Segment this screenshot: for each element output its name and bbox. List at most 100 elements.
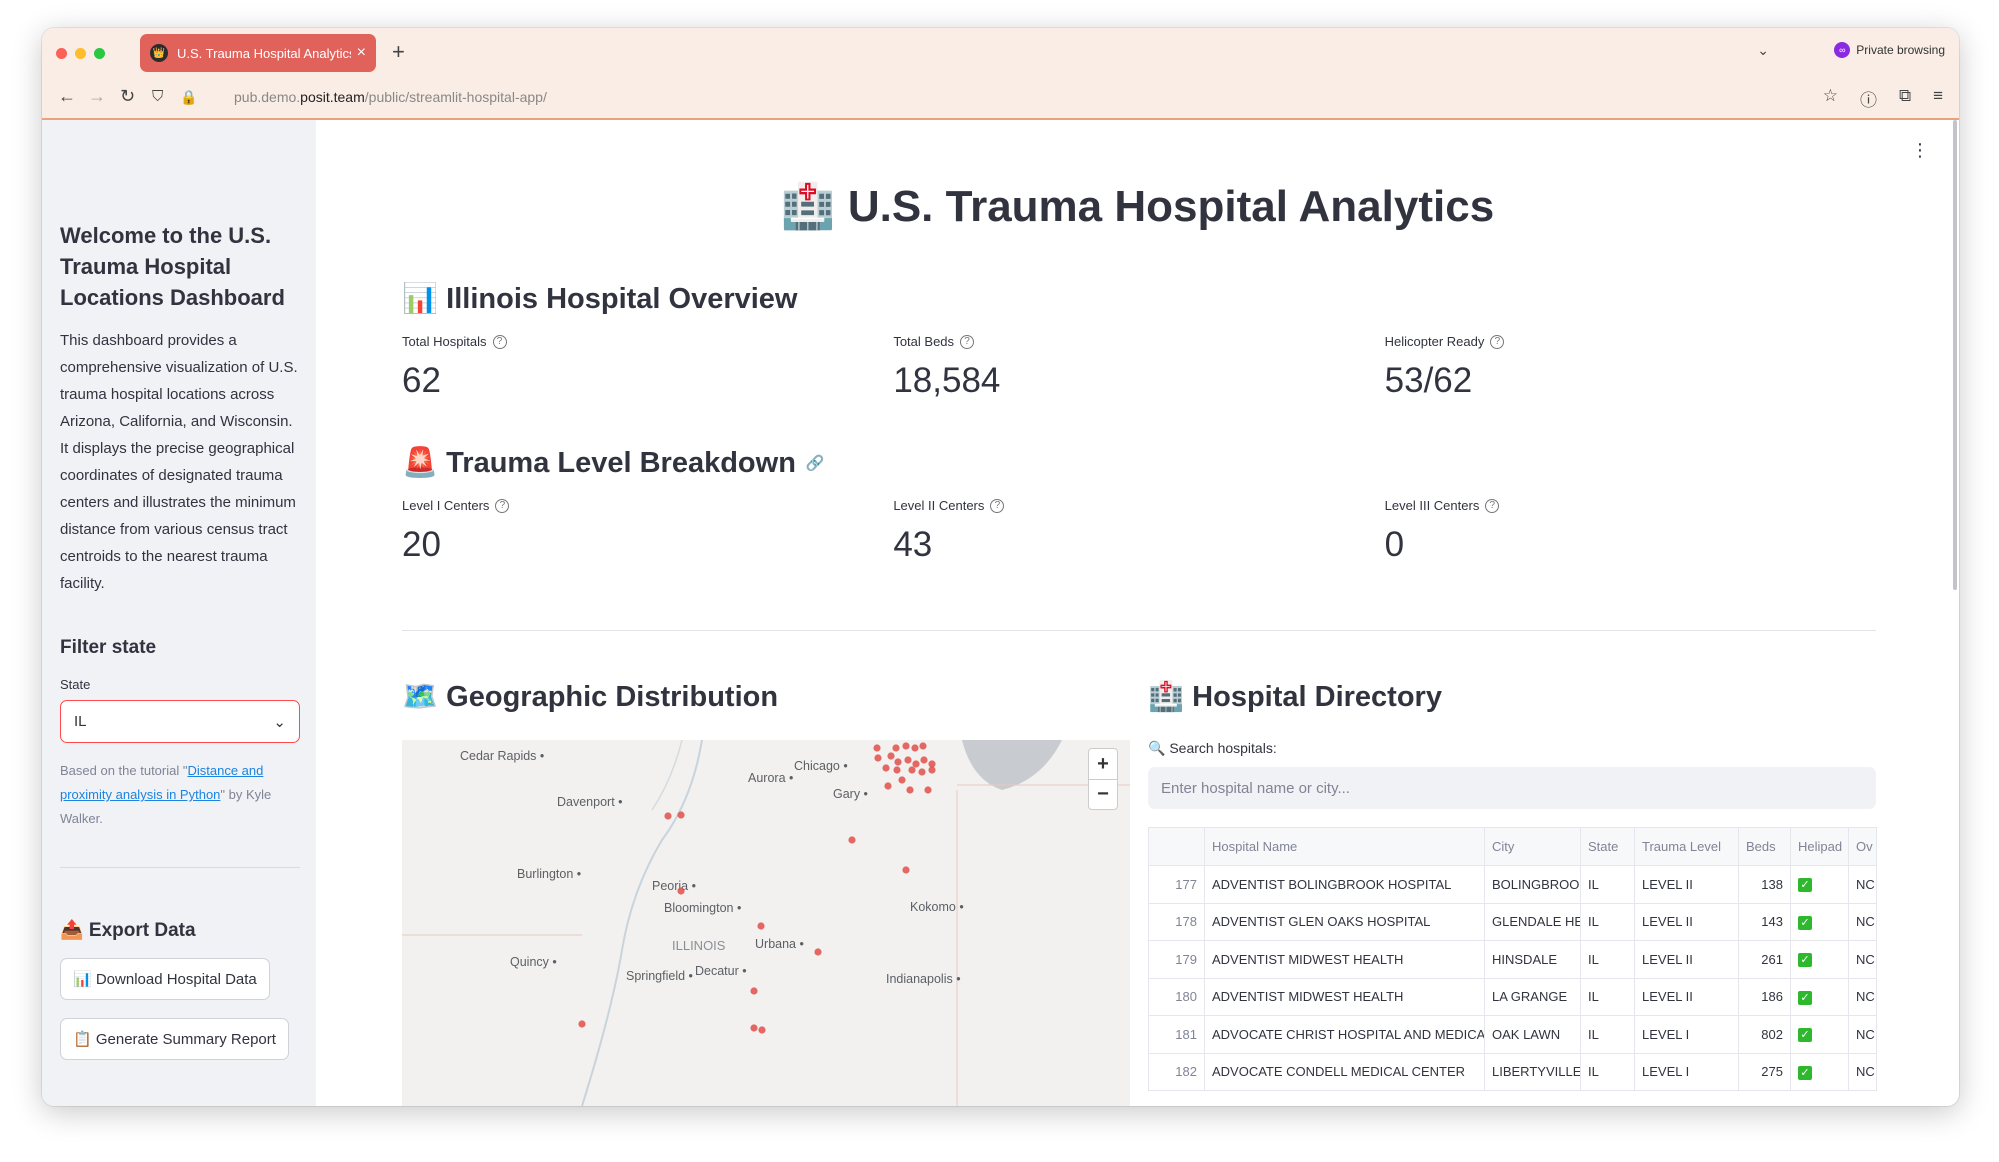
hospital-marker[interactable] <box>664 812 672 820</box>
hospital-map[interactable]: Cedar Rapids • Davenport • Aurora • Chicago… <box>402 740 1130 1106</box>
help-icon[interactable]: ? <box>960 334 975 349</box>
beds-cell: 186 <box>1738 977 1791 1016</box>
hospital-marker[interactable] <box>758 1026 766 1034</box>
help-icon[interactable]: ? <box>1490 334 1505 349</box>
export-heading: 📤 Export Data <box>60 920 196 941</box>
hospital-marker[interactable] <box>848 836 856 844</box>
hospital-marker[interactable] <box>757 922 765 930</box>
hospital-table[interactable]: Hospital Name City State Trauma Level Beds He… <box>1148 827 1877 1091</box>
bookmark-star-icon[interactable]: ☆ <box>1822 86 1838 105</box>
hospital-marker[interactable] <box>873 744 881 752</box>
column-header[interactable]: Ov <box>1848 827 1877 866</box>
hospital-marker[interactable] <box>874 754 882 762</box>
new-tab-icon[interactable]: + <box>392 39 405 64</box>
overflow-cell: NC <box>1848 940 1877 978</box>
city-cell: OAK LAWN <box>1484 1015 1581 1053</box>
hospital-marker[interactable] <box>578 1020 586 1028</box>
hospital-marker[interactable] <box>924 786 932 794</box>
browser-tab[interactable]: 👑 U.S. Trauma Hospital Analytics × <box>140 34 376 72</box>
generate-summary-report-button[interactable]: 📋 Generate Summary Report <box>60 1018 289 1060</box>
tutorial-link[interactable]: Distance and proximity analysis in Pytho… <box>60 763 264 802</box>
table-row[interactable]: 182 ADVOCATE CONDELL MEDICAL CENTER LIBERT… <box>1148 1052 1877 1091</box>
main-menu-icon[interactable]: ⋮ <box>1911 140 1929 160</box>
table-row[interactable]: 180 ADVENTIST MIDWEST HEALTH LA GRANGE IL LE… <box>1148 977 1877 1016</box>
hospital-marker[interactable] <box>884 782 892 790</box>
download-hospital-data-button[interactable]: 📊 Download Hospital Data <box>60 958 270 1000</box>
state-select[interactable]: IL ⌄ <box>60 700 300 743</box>
hospital-marker[interactable] <box>908 766 916 774</box>
table-row[interactable]: 177 ADVENTIST BOLINGBROOK HOSPITAL BOLINGB… <box>1148 865 1877 903</box>
chevron-down-icon[interactable]: ⌄ <box>1757 42 1769 58</box>
geo-heading: 🗺️ Geographic Distribution <box>402 681 779 713</box>
hospital-marker[interactable] <box>887 752 895 760</box>
private-mask-icon: ∞ <box>1834 42 1851 58</box>
hospital-marker[interactable] <box>750 987 758 995</box>
forward-arrow-icon[interactable]: → <box>88 86 106 106</box>
help-icon[interactable]: ? <box>492 334 507 349</box>
lock-icon[interactable]: 🔒 <box>180 89 198 105</box>
extensions-icon[interactable]: ⧉ <box>1898 86 1912 105</box>
metric-value: 20 <box>402 525 441 564</box>
private-browsing-label: Private browsing <box>1856 43 1945 57</box>
state-cell: IL <box>1580 1052 1635 1091</box>
map-canvas: Cedar Rapids • Davenport • Aurora •Chicago… <box>402 740 1130 1106</box>
hospital-marker[interactable] <box>920 756 928 764</box>
hospital-marker[interactable] <box>902 866 910 874</box>
beds-cell: 802 <box>1738 1015 1791 1053</box>
help-icon[interactable]: ? <box>1485 498 1500 513</box>
hospital-marker[interactable] <box>893 766 901 774</box>
hospital-marker[interactable] <box>928 766 936 774</box>
column-header[interactable]: Hospital Name <box>1204 827 1485 866</box>
hospital-marker[interactable] <box>892 744 900 752</box>
hospital-search-input[interactable] <box>1148 767 1876 809</box>
column-header[interactable] <box>1148 827 1205 866</box>
chevron-down-icon: ⌄ <box>273 713 286 731</box>
minimize-window-button[interactable] <box>75 48 86 59</box>
close-window-button[interactable] <box>56 48 67 59</box>
hospital-marker[interactable] <box>894 758 902 766</box>
address-bar[interactable]: pub.demo.posit.team/public/streamlit-hos… <box>234 89 547 105</box>
hospital-marker[interactable] <box>919 742 927 750</box>
hospital-marker[interactable] <box>911 744 919 752</box>
hospital-marker[interactable] <box>918 768 926 776</box>
anchor-link-icon[interactable]: 🔗 <box>805 455 825 472</box>
hospital-marker[interactable] <box>814 948 822 956</box>
hospital-marker[interactable] <box>904 756 912 764</box>
table-row[interactable]: 181 ADVOCATE CHRIST HOSPITAL AND MEDICAL O… <box>1148 1015 1877 1053</box>
table-row[interactable]: 179 ADVENTIST MIDWEST HEALTH HINSDALE IL LEV… <box>1148 940 1877 978</box>
hospital-marker[interactable] <box>902 742 910 750</box>
hospital-marker[interactable] <box>898 776 906 784</box>
trauma-level-cell: LEVEL I <box>1634 1052 1739 1091</box>
hospital-marker[interactable] <box>677 811 685 819</box>
hospital-name-cell: ADVENTIST MIDWEST HEALTH <box>1204 940 1485 978</box>
hospital-marker[interactable] <box>912 760 920 768</box>
shield-icon[interactable]: ⛉ <box>152 88 164 105</box>
close-tab-icon[interactable]: × <box>356 44 366 61</box>
help-icon[interactable]: ? <box>990 498 1005 513</box>
hospital-marker[interactable] <box>906 786 914 794</box>
column-header[interactable]: Helipad <box>1790 827 1849 866</box>
help-icon[interactable]: ? <box>495 498 510 513</box>
overflow-cell: NC <box>1848 1052 1877 1091</box>
table-row[interactable]: 178 ADVENTIST GLEN OAKS HOSPITAL GLENDALE … <box>1148 902 1877 941</box>
overflow-cell: NC <box>1848 865 1877 903</box>
info-icon[interactable]: ⓘ <box>1859 91 1877 110</box>
zoom-in-button[interactable]: + <box>1097 752 1109 775</box>
column-header[interactable]: Trauma Level <box>1634 827 1739 866</box>
scrollbar[interactable] <box>1953 120 1957 590</box>
hospital-marker[interactable] <box>928 760 936 768</box>
column-header[interactable]: City <box>1484 827 1581 866</box>
column-header[interactable]: Beds <box>1738 827 1791 866</box>
hospital-marker[interactable] <box>750 1024 758 1032</box>
hamburger-menu-icon[interactable]: ≡ <box>1933 86 1943 105</box>
maximize-window-button[interactable] <box>94 48 105 59</box>
back-arrow-icon[interactable]: ← <box>58 86 76 106</box>
column-header[interactable]: State <box>1580 827 1635 866</box>
hospital-marker[interactable] <box>882 764 890 772</box>
metric-label: Total Beds <box>893 334 955 349</box>
state-cell: IL <box>1580 902 1635 941</box>
reload-icon[interactable]: ↻ <box>120 86 136 106</box>
hospital-name-cell: ADVENTIST GLEN OAKS HOSPITAL <box>1204 902 1485 941</box>
hospital-marker[interactable] <box>677 887 685 895</box>
zoom-out-button[interactable]: − <box>1089 779 1117 809</box>
